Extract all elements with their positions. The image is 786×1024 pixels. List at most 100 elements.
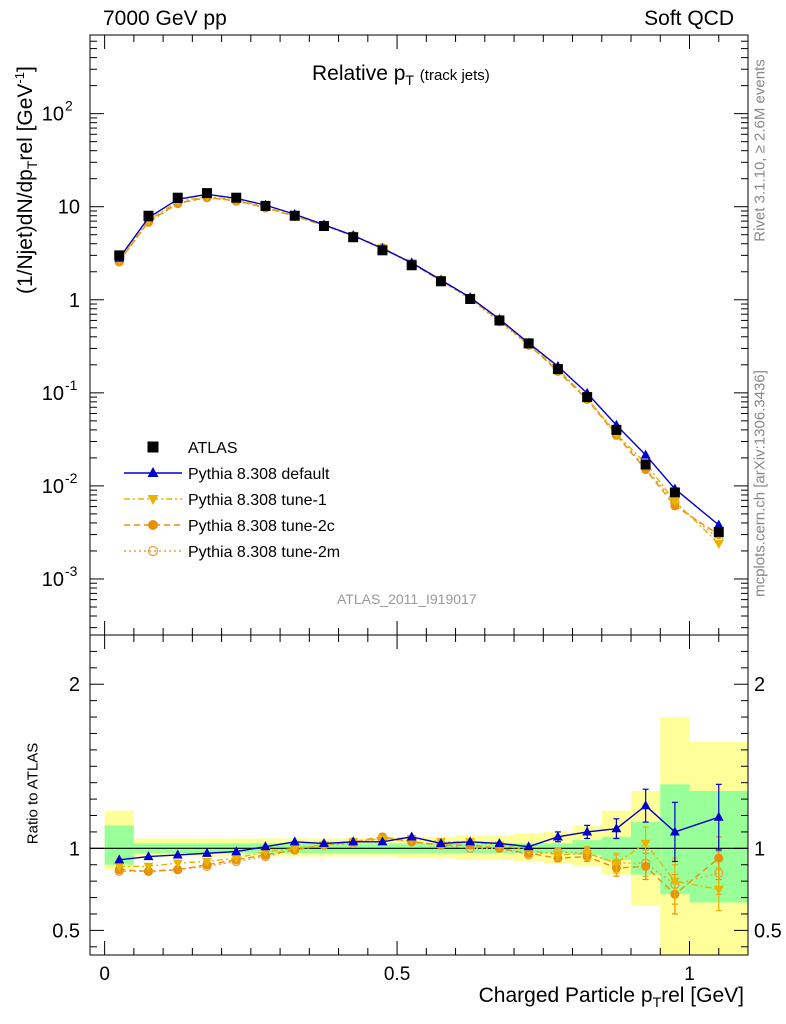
upper-y-tick-label: 10	[42, 383, 64, 405]
upper-series-line	[118, 196, 720, 536]
upper-data-point	[260, 200, 271, 211]
ratio-data-point	[640, 800, 651, 810]
ratio-data-point	[406, 831, 417, 841]
upper-y-tick-label: 10	[58, 197, 80, 219]
upper-y-tick-label: 10	[42, 476, 64, 498]
x-label-sub: T	[652, 994, 662, 1011]
upper-data-point	[611, 424, 622, 435]
ratio-data-point	[377, 836, 388, 846]
upper-data-point	[669, 497, 680, 507]
ratio-data-point	[435, 838, 446, 848]
ratio-data-point	[202, 847, 212, 857]
ratio-data-point	[114, 862, 125, 872]
upper-y-tick-label: 10	[42, 104, 64, 126]
ratio-data-point	[714, 853, 724, 863]
legend-marker	[147, 545, 159, 557]
upper-y-label-main: (1/Njet)dN/dp	[13, 169, 37, 295]
ratio-data-point	[582, 849, 593, 859]
upper-data-point	[377, 245, 388, 256]
legend-marker	[147, 441, 159, 453]
header-right: Soft QCD	[644, 7, 734, 30]
ratio-data-point	[582, 826, 593, 836]
ratio-data-point	[172, 859, 183, 869]
upper-data-point	[713, 526, 724, 537]
ratio-data-point	[231, 854, 242, 864]
ratio-data-point	[143, 862, 154, 872]
upper-data-point	[289, 210, 300, 221]
legend-label: Pythia 8.308 tune-2m	[188, 544, 340, 561]
upper-data-point	[435, 276, 446, 287]
upper-data-point	[231, 192, 242, 203]
ratio-data-point	[669, 877, 680, 887]
upper-y-axis-label: (1/Njet)dN/dpTrel [GeV-1]	[12, 30, 40, 330]
ratio-data-point	[494, 838, 505, 848]
ratio-data-point	[172, 849, 183, 859]
header-left: 7000 GeV pp	[103, 7, 227, 30]
lower-y-tick-label: 0.5	[52, 920, 80, 942]
mcplots-label: mcplots.cern.ch [arXiv:1306.3436]	[751, 370, 769, 597]
chart-title-main: Relative p	[312, 62, 406, 85]
legend-marker	[147, 495, 159, 505]
upper-data-point	[669, 487, 680, 498]
upper-data-point	[114, 250, 125, 261]
x-axis-label: Charged Particle pTrel [GeV]	[479, 984, 744, 1010]
upper-y-tick-exponent: -1	[65, 377, 78, 393]
upper-y-label-sup: -1	[11, 72, 27, 84]
upper-y-tick-exponent: -2	[65, 470, 78, 486]
upper-y-tick-label: 10	[42, 569, 64, 591]
upper-data-point	[348, 232, 359, 243]
ratio-data-point	[173, 865, 183, 875]
upper-data-point	[640, 459, 651, 470]
legend-label: Pythia 8.308 default	[188, 466, 330, 483]
ratio-data-point	[641, 861, 651, 871]
upper-data-point	[582, 392, 593, 403]
upper-data-point	[172, 192, 183, 203]
ratio-data-point	[552, 831, 563, 841]
lower-y-tick-label-right: 2	[754, 674, 765, 696]
upper-data-point	[713, 539, 724, 549]
ratio-data-point	[465, 836, 476, 846]
ratio-data-point	[713, 811, 724, 821]
lower-frame	[89, 634, 749, 956]
lower-y-axis-label: Ratio to ATLAS	[24, 742, 42, 845]
ratio-data-point	[289, 844, 300, 854]
chart-title: Relative pT (track jets)	[312, 62, 490, 88]
upper-series-line	[118, 195, 720, 545]
upper-data-point	[465, 293, 476, 304]
ratio-data-point	[114, 854, 125, 864]
x-tick-label: 1	[684, 964, 695, 985]
upper-y-label-sub: T	[24, 160, 41, 170]
ratio-data-point	[640, 839, 651, 849]
ratio-data-point	[611, 823, 622, 833]
upper-data-point	[318, 221, 329, 232]
ratio-data-point	[289, 836, 300, 846]
upper-y-tick-label: 1	[69, 290, 80, 312]
ratio-data-point	[143, 851, 154, 861]
chart-title-sub: T	[405, 72, 414, 89]
upper-y-tick-exponent: -3	[65, 563, 78, 579]
upper-data-point	[143, 210, 154, 221]
upper-data-point	[494, 315, 505, 326]
upper-y-label-tail: rel [GeV	[13, 83, 37, 161]
legend-marker	[148, 520, 158, 530]
rivet-label: Rivet 3.1.10, ≥ 2.6M events	[751, 59, 769, 242]
ratio-data-point	[348, 836, 359, 846]
ratio-data-point	[523, 841, 534, 851]
upper-y-label-close: ]	[13, 66, 37, 72]
ratio-data-point	[260, 841, 271, 851]
ratio-data-point	[202, 857, 212, 867]
upper-data-point	[713, 519, 724, 529]
lower-y-tick-label: 1	[69, 838, 80, 860]
watermark: ATLAS_2011_I919017	[337, 591, 477, 607]
upper-data-point	[406, 260, 417, 271]
upper-data-point	[201, 188, 212, 199]
legend-label: Pythia 8.308 tune-2c	[188, 518, 335, 535]
ratio-data-point	[713, 885, 724, 895]
ratio-data-point	[231, 846, 242, 856]
upper-data-point	[640, 449, 651, 459]
ratio-data-point	[319, 838, 329, 848]
x-tick-label: 0.5	[384, 964, 410, 985]
legend-label: Pythia 8.308 tune-1	[188, 492, 327, 509]
ratio-data-point	[611, 859, 622, 869]
